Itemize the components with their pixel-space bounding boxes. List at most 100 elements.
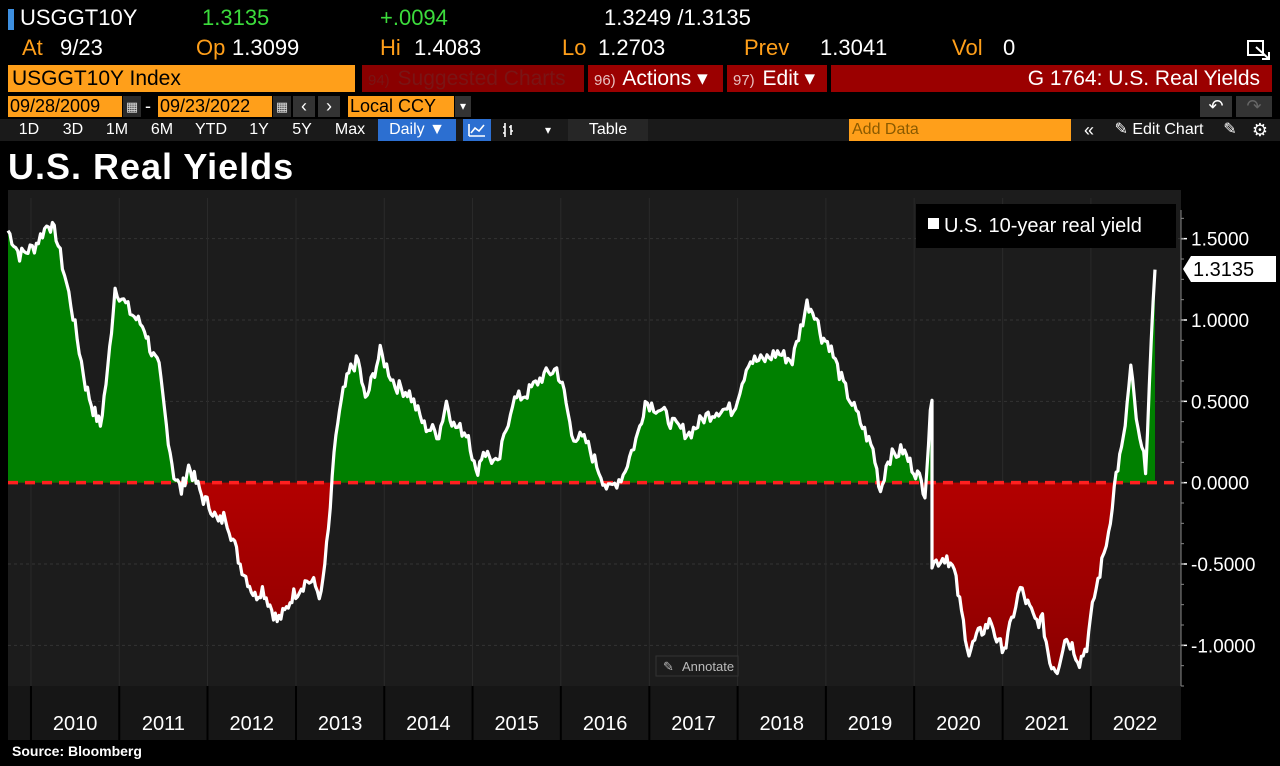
y-tick-label: -1.0000 bbox=[1191, 636, 1255, 657]
x-tick-label: 2014 bbox=[406, 713, 451, 735]
command-bar: USGGT10Y Index 94) Suggested Charts 96) … bbox=[0, 65, 1280, 93]
popout-icon[interactable] bbox=[1246, 37, 1272, 67]
edit-number: 97) bbox=[733, 72, 755, 89]
legend-box bbox=[916, 204, 1176, 248]
date-separator: - bbox=[145, 96, 151, 116]
actions-menu[interactable]: 96) Actions ▾ bbox=[588, 65, 723, 92]
x-tick-label: 2021 bbox=[1025, 713, 1070, 735]
y-axis: 1.5000 1.0000 0.5000 0.0000 -0.5000 -1.0000 bbox=[1180, 210, 1255, 687]
prev-label: Prev bbox=[744, 35, 790, 60]
currency-select[interactable]: Local CCY bbox=[348, 96, 454, 117]
actions-label: Actions ▾ bbox=[622, 67, 708, 90]
table-button[interactable]: Table bbox=[568, 119, 648, 141]
annotate-label: Annotate bbox=[682, 659, 734, 674]
x-tick-label: 2010 bbox=[53, 713, 98, 735]
period-6m[interactable]: 6M bbox=[150, 121, 174, 138]
edit-chart-label: Edit Chart bbox=[1132, 121, 1204, 138]
period-1d[interactable]: 1D bbox=[18, 121, 40, 138]
y-tick-label: 0.5000 bbox=[1191, 392, 1249, 413]
chart-type-dropdown-icon[interactable]: ▾ bbox=[544, 123, 552, 137]
end-date-input[interactable]: 09/23/2022 bbox=[158, 96, 272, 117]
x-tick-label: 2019 bbox=[848, 713, 893, 735]
chart-edit-icon[interactable]: ✎ bbox=[1223, 121, 1237, 138]
period-ytd[interactable]: YTD bbox=[195, 121, 227, 138]
start-calendar-icon[interactable]: ▦ bbox=[123, 96, 141, 117]
currency-dropdown-icon[interactable]: ▾ bbox=[455, 96, 471, 117]
y-tick-label: 1.5000 bbox=[1191, 230, 1249, 251]
end-calendar-icon[interactable]: ▦ bbox=[273, 96, 291, 117]
chart-title: U.S. Real Yields bbox=[8, 146, 295, 187]
x-tick-label: 2016 bbox=[583, 713, 628, 735]
positive-area bbox=[8, 222, 1155, 483]
low-value: 1.2703 bbox=[598, 35, 666, 60]
redo-icon[interactable]: ↷ bbox=[1236, 96, 1272, 117]
prev-value: 1.3041 bbox=[820, 35, 888, 60]
x-tick-label: 2012 bbox=[230, 713, 275, 735]
area-layer bbox=[8, 222, 1155, 674]
frequency-select[interactable]: Daily ▼ bbox=[378, 119, 456, 141]
negative-area bbox=[8, 482, 1155, 674]
legend-swatch bbox=[928, 218, 939, 229]
series-line bbox=[6, 220, 1157, 676]
x-axis-background bbox=[8, 686, 1181, 740]
last-value-label: 1.3135 bbox=[1193, 259, 1254, 281]
period-3d[interactable]: 3D bbox=[62, 121, 84, 138]
suggested-charts-button[interactable]: 94) Suggested Charts bbox=[362, 65, 584, 92]
x-tick-label: 2011 bbox=[142, 713, 185, 735]
annotate-button[interactable]: Annotate ✎ bbox=[655, 655, 739, 677]
edit-label: Edit ▾ bbox=[762, 67, 816, 90]
at-value: 9/23 bbox=[60, 35, 103, 60]
period-5y[interactable]: 5Y bbox=[292, 121, 312, 138]
low-label: Lo bbox=[562, 35, 587, 60]
pencil-icon: ✎ bbox=[663, 659, 674, 674]
y-tick-label: 0.0000 bbox=[1191, 474, 1249, 495]
vol-value: 0 bbox=[1003, 35, 1016, 60]
edit-chart-button[interactable]: ✎ Edit Chart bbox=[1106, 119, 1212, 141]
period-1y[interactable]: 1Y bbox=[249, 121, 269, 138]
legend[interactable]: U.S. 10-year real yield bbox=[916, 204, 1176, 248]
bid-ask: 1.3249 /1.3135 bbox=[604, 5, 751, 30]
last-value-tag: 1.3135 bbox=[1183, 256, 1276, 283]
legend-label: U.S. 10-year real yield bbox=[944, 215, 1142, 237]
undo-icon[interactable]: ↶ bbox=[1200, 96, 1232, 117]
x-axis: 2010 2011 2012 2013 2014 2015 2016 2017 2018 2019… bbox=[29, 686, 1158, 740]
add-data-input[interactable]: Add Data bbox=[849, 119, 1071, 141]
pencil-icon: ✎ bbox=[1114, 121, 1128, 138]
ticker-marker bbox=[8, 9, 14, 30]
prev-period-icon[interactable]: ‹ bbox=[293, 96, 315, 117]
suggested-label: Suggested Charts bbox=[397, 67, 566, 90]
collapse-icon[interactable]: « bbox=[1083, 120, 1094, 140]
last-price: 1.3135 bbox=[202, 5, 270, 30]
y-tick-label: 1.0000 bbox=[1191, 311, 1249, 332]
high-value: 1.4083 bbox=[414, 35, 482, 60]
high-label: Hi bbox=[380, 35, 401, 60]
y-tick-label: -0.5000 bbox=[1191, 555, 1255, 576]
annotate-box bbox=[655, 655, 739, 677]
period-max[interactable]: Max bbox=[334, 121, 366, 138]
date-range-bar: 09/28/2009 ▦ - 09/23/2022 ▦ ‹ › Local CC… bbox=[0, 96, 1280, 118]
suggested-number: 94) bbox=[368, 72, 390, 89]
period-1m[interactable]: 1M bbox=[105, 121, 129, 138]
security-field[interactable]: USGGT10Y Index bbox=[8, 65, 355, 92]
line-layer bbox=[6, 220, 1181, 676]
x-tick-label: 2018 bbox=[759, 713, 804, 735]
next-period-icon[interactable]: › bbox=[318, 96, 340, 117]
x-tick-label: 2015 bbox=[494, 713, 539, 735]
page-title: G 1764: U.S. Real Yields bbox=[831, 65, 1272, 92]
x-tick-label: 2013 bbox=[318, 713, 363, 735]
open-label: Op bbox=[196, 35, 226, 60]
settings-gear-icon[interactable]: ⚙ bbox=[1251, 120, 1269, 140]
quote-details: At 9/23 Op 1.3099 Hi 1.4083 Lo 1.2703 Pr… bbox=[0, 35, 1280, 61]
start-date-input[interactable]: 09/28/2009 bbox=[8, 96, 122, 117]
line-chart-icon[interactable] bbox=[463, 119, 491, 141]
quote-header: USGGT10Y 1.3135 +.0094 1.3249 /1.3135 bbox=[0, 5, 1280, 31]
at-label: At bbox=[22, 35, 43, 60]
last-value-box bbox=[1183, 256, 1276, 283]
chart-area: 1.5000 1.0000 0.5000 0.0000 -0.5000 -1.0000 2… bbox=[6, 190, 1276, 740]
x-tick-label: 2022 bbox=[1113, 713, 1158, 735]
ticker-symbol[interactable]: USGGT10Y bbox=[20, 5, 138, 30]
edit-menu[interactable]: 97) Edit ▾ bbox=[727, 65, 827, 92]
candlestick-icon[interactable] bbox=[495, 119, 521, 141]
price-change: +.0094 bbox=[380, 5, 448, 30]
x-tick-label: 2017 bbox=[671, 713, 716, 735]
